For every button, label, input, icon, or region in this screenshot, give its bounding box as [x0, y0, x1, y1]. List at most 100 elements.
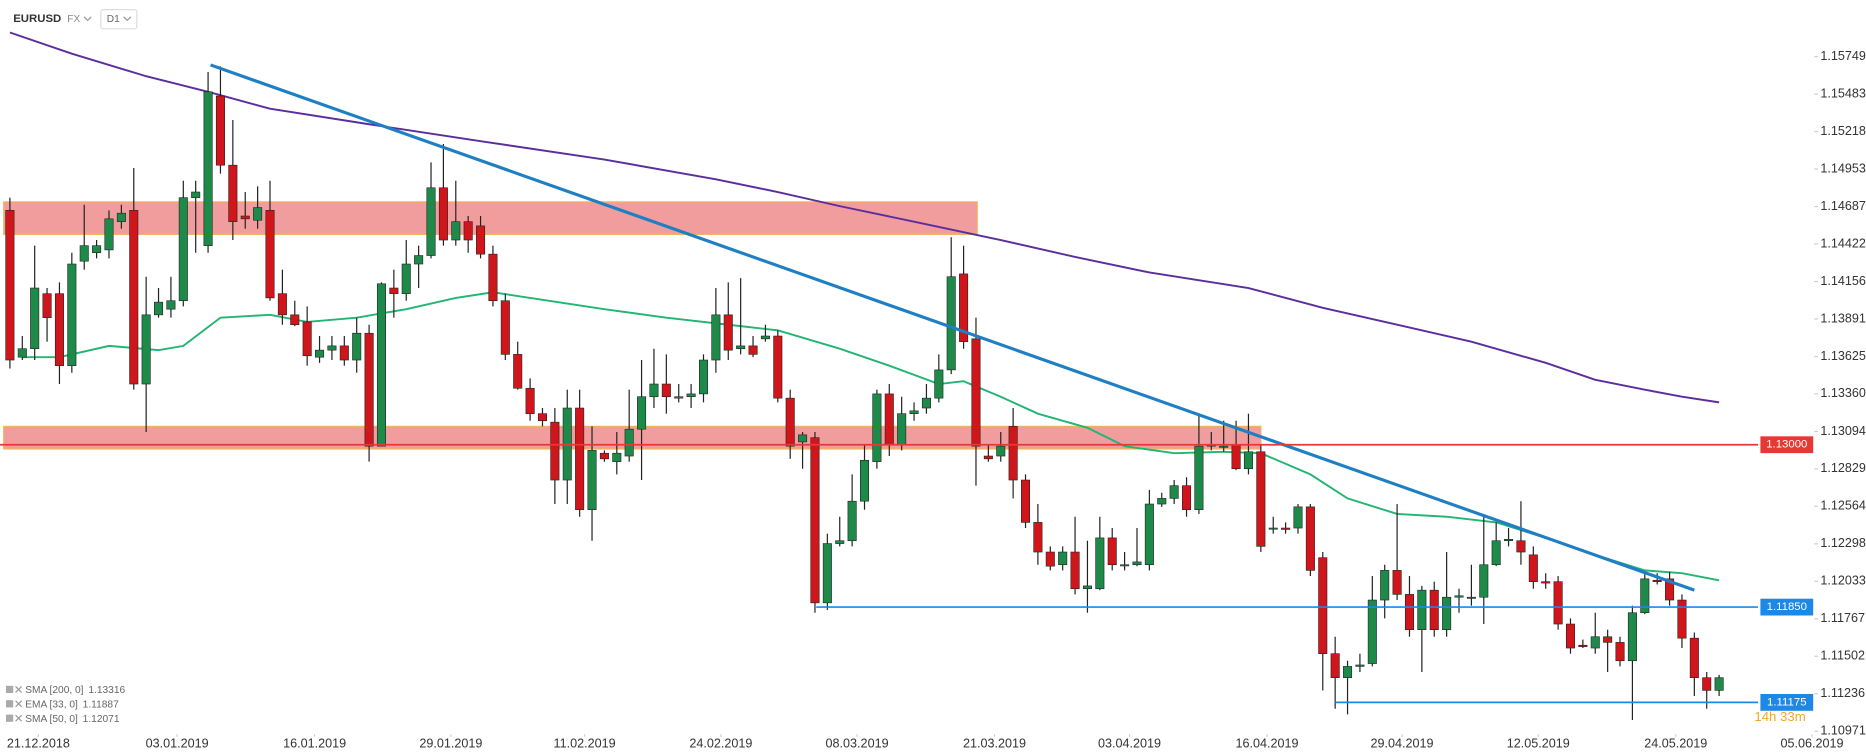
price-tag: [1760, 693, 1814, 711]
candle-body: [1504, 539, 1514, 542]
legend-name: EMA [33, 0]: [25, 699, 78, 710]
y-tick-label: 1.12829: [1820, 461, 1866, 475]
candle-body: [1182, 485, 1192, 510]
candle-body: [711, 314, 721, 361]
candle-body: [1714, 677, 1724, 691]
candle-body: [537, 413, 547, 422]
candle-body: [1157, 498, 1167, 505]
candle-body: [1392, 570, 1402, 595]
candle-body: [302, 321, 312, 357]
y-tick-label: 1.14422: [1820, 236, 1866, 250]
y-tick-label: 1.12033: [1820, 574, 1866, 588]
candle-body: [1578, 644, 1588, 647]
candle-body: [1095, 537, 1105, 590]
candle-body: [1404, 594, 1414, 630]
candle-body: [550, 421, 560, 481]
price-zone: [3, 201, 978, 235]
x-tick-label: 03.01.2019: [146, 736, 209, 750]
x-tick-label: 29.01.2019: [419, 736, 482, 750]
candle-body: [1665, 578, 1675, 601]
legend-value: 1.13316: [88, 685, 125, 696]
market-select[interactable]: FX: [67, 14, 80, 25]
candle-body: [1442, 596, 1452, 630]
candle-body: [17, 348, 27, 358]
dropdown-arrow: [123, 16, 132, 22]
candle-body: [265, 210, 275, 299]
candle-body: [315, 349, 325, 358]
y-tick-label: 1.13094: [1820, 424, 1866, 438]
candle-body: [67, 263, 77, 366]
candle-body: [661, 383, 671, 398]
candle-body: [513, 354, 523, 389]
candle-body: [1021, 479, 1031, 523]
candle-body: [1343, 666, 1353, 678]
candle-body: [1033, 522, 1043, 553]
candle-body: [748, 345, 758, 355]
candle-body: [451, 221, 461, 241]
candle-body: [1305, 506, 1315, 571]
symbol[interactable]: EURUSD: [13, 13, 61, 25]
candle-body: [30, 287, 40, 350]
candle-body: [612, 452, 622, 462]
y-tick-label: 1.10971: [1820, 724, 1866, 738]
y-tick-label: 1.14953: [1820, 161, 1866, 175]
candle-body: [1330, 653, 1340, 678]
candle-body: [339, 345, 349, 361]
legend-value: 1.12071: [83, 713, 120, 724]
candle-body: [376, 283, 386, 447]
x-tick-label: 16.01.2019: [283, 736, 346, 750]
candle-body: [773, 335, 783, 399]
candle-body: [822, 543, 832, 604]
candle-body: [909, 410, 919, 414]
candle-body: [686, 393, 696, 398]
candle-body: [1702, 677, 1712, 691]
legend-entry: EMA [33, 0] 1.11887: [25, 699, 119, 710]
candle-body: [810, 437, 820, 604]
candle-body: [1293, 506, 1303, 529]
candle-body: [1256, 451, 1266, 547]
candle-body: [835, 540, 845, 544]
timeframe[interactable]: D1: [107, 14, 120, 25]
candle-body: [1132, 561, 1142, 566]
candle-body: [1516, 540, 1526, 553]
candle-body: [1070, 551, 1080, 590]
candle-body: [352, 332, 362, 361]
legend-close-icon: [15, 714, 23, 722]
candle-countdown: 14h 33m: [1754, 709, 1805, 724]
candle-body: [426, 187, 436, 256]
candle-body: [1380, 570, 1390, 601]
y-tick-label: 1.15749: [1820, 49, 1866, 63]
candle-body: [1652, 579, 1662, 582]
candle-body: [884, 393, 894, 446]
candle-body: [1491, 540, 1501, 566]
candle-body: [1565, 623, 1575, 649]
legend-entry: SMA [50, 0] 1.12071: [25, 713, 120, 724]
legend-entry: SMA [200, 0] 1.13316: [25, 685, 125, 696]
dropdown-arrow: [83, 16, 92, 22]
candle-body: [1627, 612, 1637, 662]
candle-body: [575, 407, 585, 510]
indicator-line: [22, 291, 1720, 582]
candle-body: [129, 210, 139, 385]
candle-body: [946, 276, 956, 371]
candle-body: [463, 221, 473, 241]
y-tick-label: 1.12298: [1820, 536, 1866, 550]
candle-body: [1689, 637, 1699, 678]
x-tick-label: 12.05.2019: [1507, 736, 1570, 750]
candle-body: [166, 300, 176, 310]
candle-body: [79, 245, 89, 262]
candle-body: [599, 452, 609, 460]
candle-body: [1268, 527, 1278, 530]
x-tick-label: 24.05.2019: [1644, 736, 1707, 750]
x-tick-label: 03.04.2019: [1098, 736, 1161, 750]
timeframe-box[interactable]: [100, 9, 138, 30]
x-tick-label: 11.02.2019: [554, 736, 616, 750]
x-tick-label: 21.12.2018: [7, 736, 70, 750]
candle-body: [1231, 444, 1241, 470]
price-tag: [1760, 436, 1814, 454]
candle-body: [1528, 554, 1538, 582]
x-tick-label: 16.04.2019: [1236, 736, 1299, 750]
candle-body: [983, 455, 993, 460]
